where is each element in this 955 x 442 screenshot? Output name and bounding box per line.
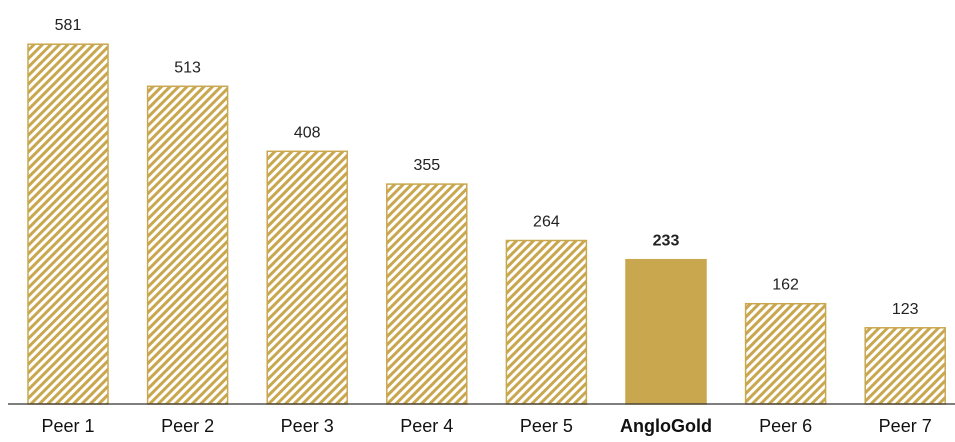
data-label-peer-1: 581 <box>55 17 82 34</box>
bar-peer-2 <box>146 85 229 405</box>
category-label-peer-3: Peer 3 <box>281 416 334 436</box>
data-label-peer-5: 264 <box>533 214 560 231</box>
bar-peer-5 <box>505 239 588 405</box>
data-label-peer-3: 408 <box>294 124 321 141</box>
bar-anglogold <box>625 258 707 405</box>
category-label-peer-6: Peer 6 <box>759 416 812 436</box>
category-label-anglogold: AngloGold <box>620 416 712 436</box>
bar-peer-6 <box>744 302 827 405</box>
category-label-peer-2: Peer 2 <box>161 416 214 436</box>
bar-peer-3 <box>266 150 348 405</box>
value-labels-group: 581 513 408 355 264 233 162 123 <box>55 17 919 318</box>
category-labels-group: Peer 1 Peer 2 Peer 3 Peer 4 Peer 5 AngloGold P… <box>41 416 931 436</box>
data-label-peer-2: 513 <box>174 59 201 76</box>
category-label-peer-1: Peer 1 <box>41 416 94 436</box>
category-label-peer-7: Peer 7 <box>879 416 932 436</box>
data-label-peer-4: 355 <box>413 157 440 174</box>
data-label-peer-7: 123 <box>892 301 919 318</box>
bar-peer-1 <box>27 43 109 405</box>
bar-peer-4 <box>386 183 468 405</box>
category-label-peer-5: Peer 5 <box>520 416 573 436</box>
bars-group <box>27 43 946 405</box>
category-label-peer-4: Peer 4 <box>400 416 453 436</box>
data-label-peer-6: 162 <box>772 277 799 294</box>
bar-peer-7 <box>864 327 946 405</box>
data-label-anglogold: 233 <box>653 233 680 250</box>
